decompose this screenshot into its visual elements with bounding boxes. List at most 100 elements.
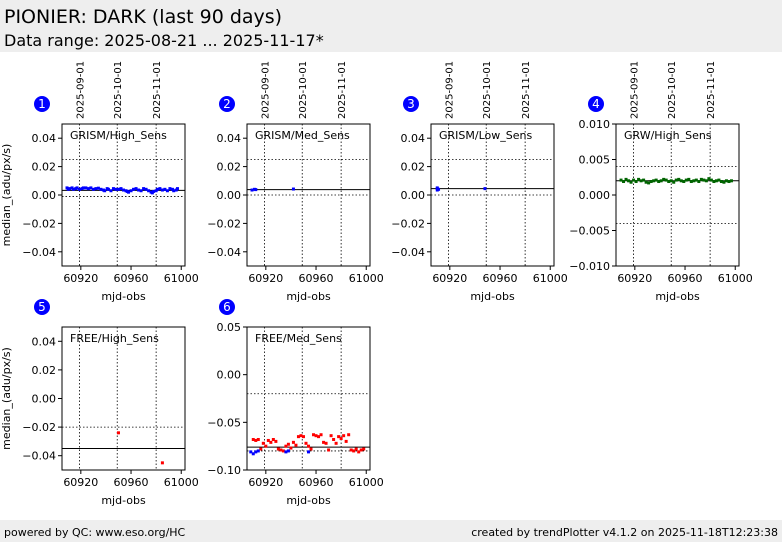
- y-tick-label: −0.02: [22, 217, 56, 230]
- data-point: [717, 178, 721, 182]
- data-point: [289, 446, 293, 450]
- x-axis-label: mjd-obs: [286, 494, 331, 507]
- data-point: [78, 187, 82, 191]
- y-tick-label: 0.04: [401, 132, 426, 145]
- data-point: [129, 189, 133, 193]
- data-point: [329, 434, 333, 438]
- y-tick-label: 0.04: [32, 335, 57, 348]
- data-point: [103, 189, 107, 193]
- data-point: [684, 178, 688, 182]
- data-point: [312, 433, 316, 437]
- data-point: [256, 437, 260, 441]
- date-tick-label: 2025-10-01: [482, 61, 493, 119]
- data-point: [165, 189, 169, 193]
- data-point: [256, 449, 260, 453]
- data-point: [627, 179, 631, 183]
- data-point: [279, 448, 283, 452]
- date-tick-label: 2025-09-01: [261, 61, 272, 119]
- data-point: [71, 187, 75, 191]
- footer-timestamp: created by trendPlotter v4.1.2 on 2025-1…: [471, 526, 778, 539]
- data-point: [624, 177, 628, 181]
- data-point: [307, 444, 310, 448]
- panel-badge-number: 1: [38, 97, 46, 111]
- chart-panel-1: 1 2025-09-01 2025-10-01 2025-11-01 GRISM/Hig…: [0, 61, 199, 303]
- x-axis-label: mjd-obs: [101, 494, 146, 507]
- data-point: [354, 447, 358, 451]
- y-tick-label: −0.04: [22, 450, 56, 463]
- data-point: [694, 178, 698, 182]
- footer-credit: powered by QC: www.eso.org/HC: [4, 526, 186, 539]
- data-point: [291, 187, 295, 191]
- data-point: [687, 177, 691, 181]
- data-point: [94, 187, 98, 191]
- data-point: [637, 177, 641, 181]
- data-point: [249, 450, 253, 454]
- data-point: [483, 187, 487, 191]
- data-point: [147, 189, 151, 193]
- chart-panel-5: 5 FREE/High_Sens 60920 60960 61000 0.04 0.02 0.…: [0, 299, 199, 507]
- data-point: [677, 177, 681, 181]
- report-footer: powered by QC: www.eso.org/HC created by…: [0, 520, 782, 542]
- data-point: [654, 178, 658, 182]
- data-point: [357, 450, 361, 454]
- data-point: [334, 441, 338, 445]
- data-point: [163, 187, 167, 191]
- data-point: [679, 179, 683, 183]
- data-point: [657, 180, 661, 184]
- data-point: [362, 447, 366, 451]
- panel-label: GRISM/High_Sens: [70, 129, 167, 142]
- data-point: [271, 437, 275, 441]
- panel-badge-number: 5: [38, 300, 46, 314]
- plot-frame: [615, 123, 740, 267]
- data-point: [712, 180, 716, 184]
- data-point: [250, 188, 254, 192]
- date-tick-label: 2025-09-01: [445, 61, 456, 119]
- data-point: [251, 437, 255, 441]
- y-tick-label: −0.02: [207, 217, 241, 230]
- y-tick-label: 0.00: [32, 393, 57, 406]
- page-title: PIONIER: DARK (last 90 days): [4, 6, 283, 28]
- x-tick-label: 60960: [114, 272, 149, 285]
- y-tick-label: 0.00: [217, 189, 242, 202]
- panel-badge-number: 2: [223, 97, 231, 111]
- data-point: [344, 439, 348, 443]
- y-tick-label: −0.010: [569, 260, 610, 273]
- data-point: [96, 186, 100, 190]
- data-point: [722, 180, 726, 184]
- data-point: [327, 448, 331, 452]
- data-point: [106, 187, 110, 191]
- chart-panel-3: 3 2025-09-01 2025-10-01 2025-11-01 GRISM/Low…: [391, 61, 567, 303]
- data-point: [116, 431, 120, 435]
- y-tick-label: 0.000: [579, 189, 611, 202]
- data-point: [251, 452, 255, 456]
- data-point: [114, 187, 118, 191]
- data-point: [314, 434, 318, 438]
- data-point: [274, 439, 278, 443]
- data-point: [667, 180, 671, 184]
- x-tick-label: 61000: [533, 272, 568, 285]
- date-tick-label: 2025-11-01: [337, 61, 348, 119]
- data-point: [134, 187, 138, 191]
- data-point: [632, 178, 636, 182]
- data-point: [704, 179, 708, 183]
- data-point: [649, 180, 653, 184]
- y-tick-label: −0.04: [391, 246, 425, 259]
- x-axis-label: mjd-obs: [655, 290, 700, 303]
- data-point: [352, 449, 356, 453]
- panel-badge: [219, 96, 235, 112]
- data-point: [729, 179, 733, 183]
- y-tick-label: 0.005: [579, 154, 611, 167]
- panel-badge: [403, 96, 419, 112]
- data-point: [652, 179, 656, 183]
- y-tick-label: 0.02: [32, 364, 57, 377]
- x-tick-label: 61000: [164, 272, 199, 285]
- y-tick-label: 0.00: [217, 369, 242, 382]
- data-point: [672, 180, 676, 184]
- x-tick-label: 60960: [668, 272, 703, 285]
- x-tick-label: 60920: [617, 272, 652, 285]
- data-point: [299, 434, 303, 438]
- data-point: [634, 180, 638, 184]
- data-point: [86, 187, 90, 191]
- plot-frame: [61, 123, 186, 267]
